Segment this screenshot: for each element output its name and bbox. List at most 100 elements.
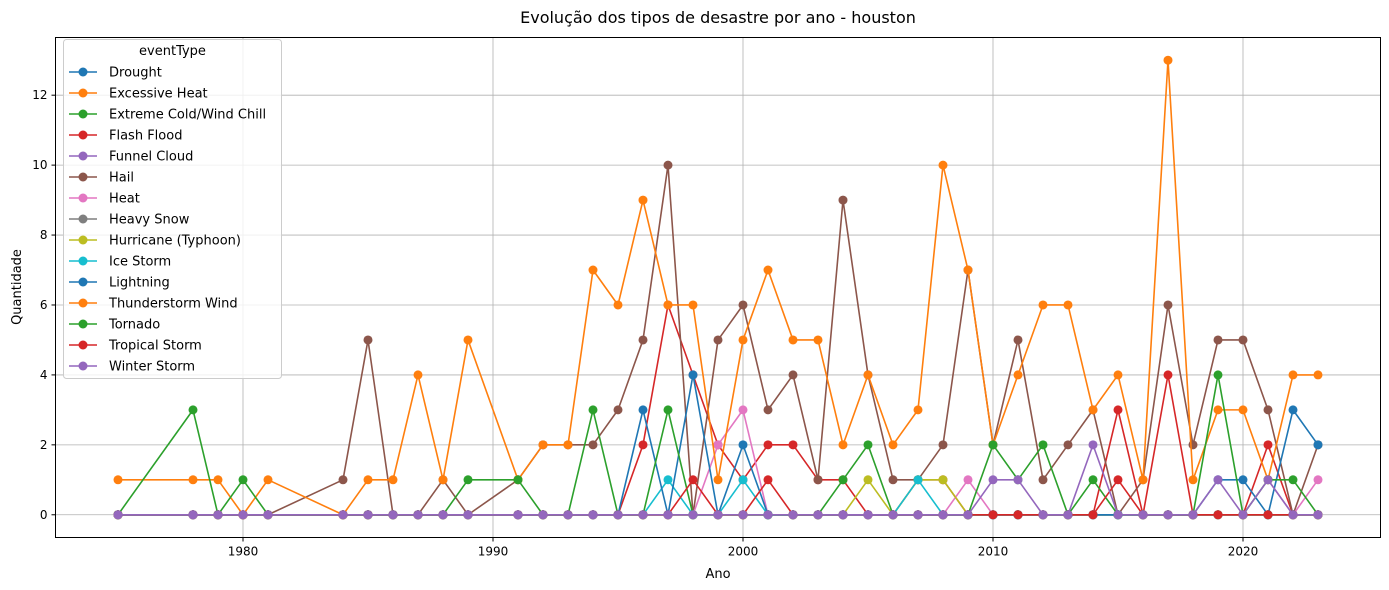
data-point [1288,510,1298,520]
series-flash-flood [113,300,1323,520]
legend-label: Hurricane (Typhoon) [109,234,241,249]
legend-label: Heat [109,192,140,207]
legend-entry: Drought [69,66,162,81]
data-point [1088,440,1098,450]
data-point [638,405,648,415]
x-axis-ticks: 1980 1990 2000 2010 2020 [228,537,1259,559]
data-point [888,440,898,450]
data-point [788,510,798,520]
data-point [1213,405,1223,415]
data-point [188,510,198,520]
data-point [388,510,398,520]
data-point [1113,510,1123,520]
data-point [538,440,548,450]
data-point [1288,370,1298,380]
data-point [863,440,873,450]
data-point [713,335,723,345]
data-point [463,510,473,520]
legend-entry: Funnel Cloud [69,150,193,165]
legend-entry: Tornado [69,318,160,333]
data-point [913,405,923,415]
data-point [538,510,548,520]
data-point [1013,510,1023,520]
series-hail [113,160,1323,520]
y-tick-label: 10 [32,158,47,172]
data-point [463,475,473,485]
data-point [188,405,198,415]
data-point [513,475,523,485]
data-point [1288,405,1298,415]
data-point [763,475,773,485]
legend-label: Hail [109,171,134,186]
data-point [613,405,623,415]
data-point [1013,335,1023,345]
legend-marker [78,277,88,287]
data-point [1213,475,1223,485]
y-axis-ticks: 0 2 4 6 8 10 12 [32,88,56,522]
x-tick-label: 2020 [1228,545,1259,559]
data-point [638,335,648,345]
data-point [1313,370,1323,380]
legend-entry: Hail [69,171,134,186]
data-point [263,475,273,485]
legend-label: Thunderstorm Wind [108,297,238,312]
data-point [688,300,698,310]
data-point [788,440,798,450]
data-point [638,195,648,205]
y-tick-label: 2 [40,438,48,452]
x-axis-label: Ano [705,567,730,582]
chart-title: Evolução dos tipos de desastre por ano -… [520,8,916,27]
legend-label: Ice Storm [109,255,171,270]
data-point [938,160,948,170]
legend-entry: Hurricane (Typhoon) [69,234,241,249]
data-point [738,335,748,345]
data-point [663,510,673,520]
data-point [738,300,748,310]
series-winter-storm [113,440,1323,520]
data-point [588,405,598,415]
data-point [1163,510,1173,520]
data-point [1138,475,1148,485]
data-point [688,370,698,380]
data-point [888,510,898,520]
data-point [738,440,748,450]
legend-label: Tornado [108,318,160,333]
y-tick-label: 4 [40,368,48,382]
legend-entry: Thunderstorm Wind [69,297,238,312]
data-point [738,510,748,520]
data-point [863,370,873,380]
data-point [838,510,848,520]
data-point [238,475,248,485]
data-point [638,440,648,450]
data-point [588,510,598,520]
data-point [963,510,973,520]
legend-entry: Flash Flood [69,129,182,144]
data-point [938,475,948,485]
data-point [913,475,923,485]
legend-marker [78,256,88,266]
legend-entry: Ice Storm [69,255,171,270]
legend-title: eventType [139,44,206,59]
data-point [613,510,623,520]
legend-marker [78,109,88,119]
legend-label: Drought [109,66,162,81]
data-point [938,510,948,520]
legend-marker [78,172,88,182]
data-point [588,265,598,275]
data-point [363,510,373,520]
series-line [118,479,1318,516]
data-point [1288,475,1298,485]
data-point [1188,440,1198,450]
data-point [1263,405,1273,415]
data-point [463,335,473,345]
data-point [913,510,923,520]
data-point [1038,440,1048,450]
data-point [413,510,423,520]
y-tick-label: 12 [32,88,47,102]
data-point [688,475,698,485]
data-point [1213,335,1223,345]
data-point [438,475,448,485]
data-point [1263,440,1273,450]
data-point [1113,405,1123,415]
legend-label: Flash Flood [109,129,182,144]
